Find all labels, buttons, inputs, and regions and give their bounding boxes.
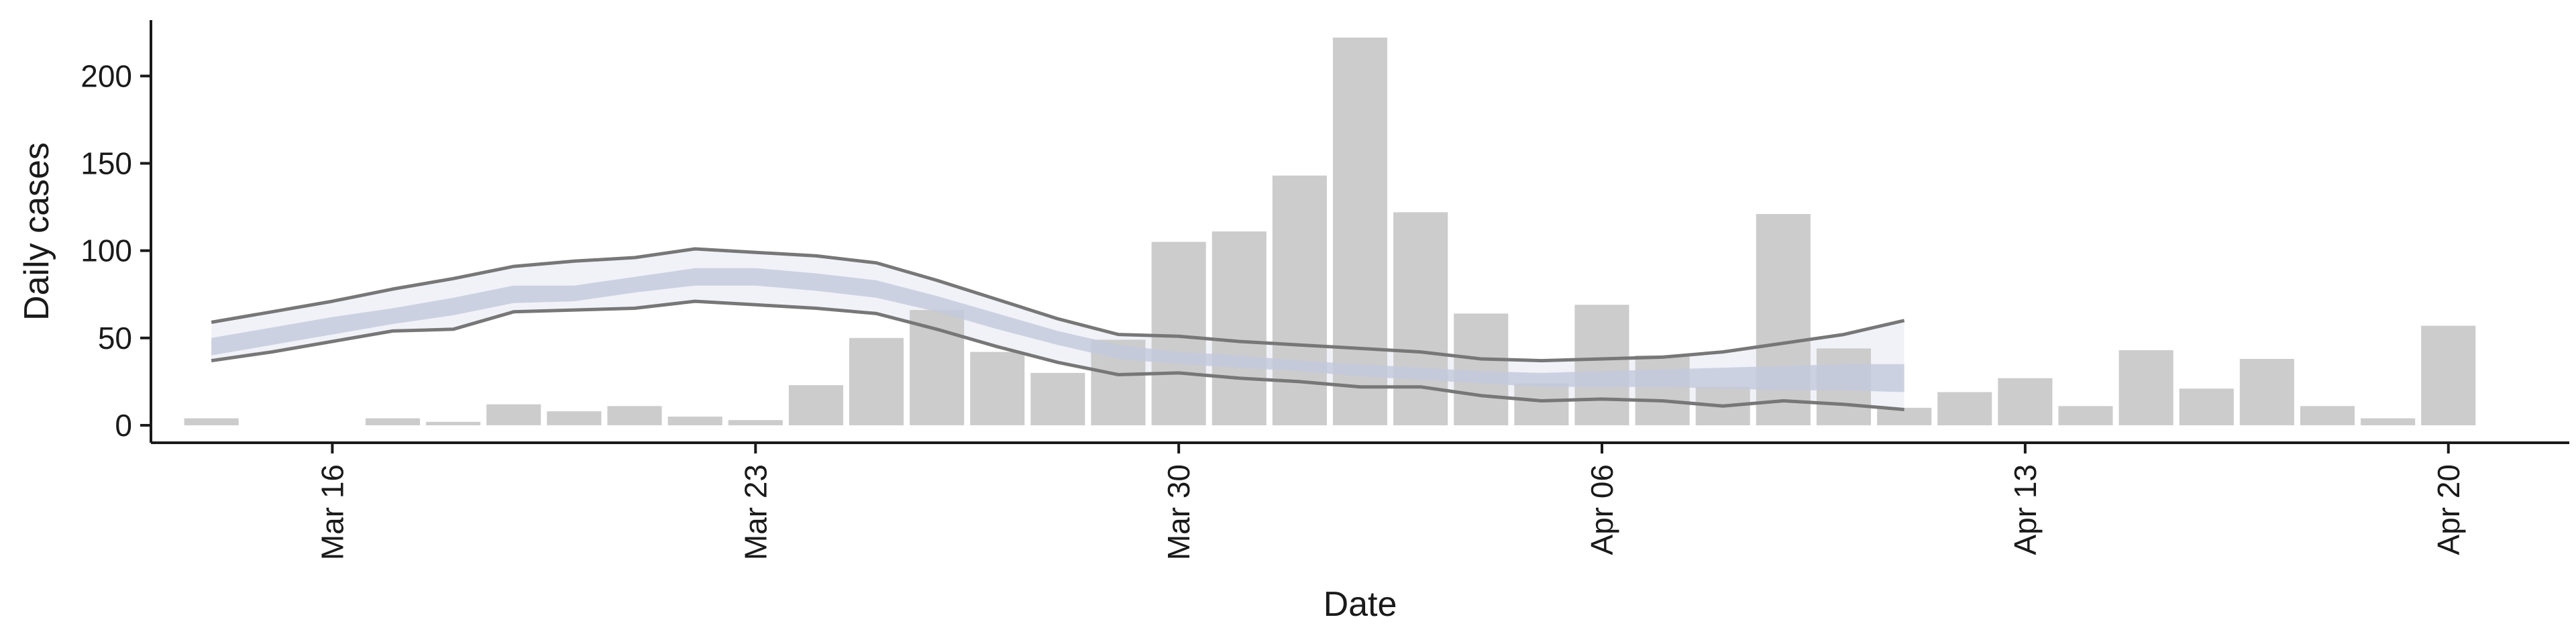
bar-2020-04-11 [1877, 407, 1932, 425]
upper-bound-line [211, 247, 1905, 363]
bar-2020-03-26 [910, 310, 965, 425]
axes [150, 20, 2569, 444]
bar-2020-04-14 [2058, 406, 2113, 425]
bar-2020-04-01 [1272, 175, 1327, 425]
y-tick-label-0: 0 [115, 408, 132, 443]
bar-series [184, 38, 2476, 425]
x-tick-label-2020-03-30: Mar 30 [1161, 464, 1196, 560]
y-tick-label-50: 50 [98, 321, 132, 356]
y-axis-title: Daily cases [17, 142, 56, 321]
bar-2020-04-06 [1574, 305, 1629, 425]
bar-2020-04-17 [2239, 359, 2294, 425]
bar-2020-04-12 [1937, 392, 1992, 425]
bar-2020-04-04 [1454, 313, 1509, 425]
y-tick-label-150: 150 [80, 146, 132, 180]
x-tick-label-2020-04-20: Apr 20 [2431, 464, 2466, 555]
y-axis-ticks: 0 50 100 150 200 [80, 58, 151, 443]
bar-2020-04-13 [1998, 378, 2053, 425]
bar-2020-03-22 [667, 417, 722, 425]
bar-2020-03-27 [970, 352, 1025, 425]
bar-2020-04-20 [2421, 325, 2476, 425]
lower-bound-line [211, 299, 1904, 411]
y-tick-label-100: 100 [80, 233, 132, 268]
bar-2020-04-02 [1332, 38, 1387, 425]
bar-2020-04-15 [2118, 350, 2174, 425]
x-tick-label-2020-04-13: Apr 13 [2008, 464, 2043, 555]
bar-2020-03-24 [788, 385, 843, 425]
bar-2020-03-23 [728, 420, 783, 425]
x-axis-ticks: Mar 16 Mar 23 Mar 30 Apr 06 Apr 13 Apr 20 [315, 443, 2466, 560]
x-tick-label-2020-03-23: Mar 23 [738, 464, 773, 560]
bar-2020-03-25 [849, 337, 904, 425]
bar-2020-03-20 [547, 411, 602, 425]
inner-band-area [211, 268, 1904, 392]
bar-2020-04-03 [1393, 212, 1448, 425]
bar-2020-03-30 [1151, 241, 1206, 425]
bar-2020-04-19 [2361, 418, 2416, 425]
bar-2020-03-17 [365, 418, 420, 425]
bar-2020-04-09 [1756, 214, 1811, 425]
x-tick-label-2020-04-06: Apr 06 [1585, 464, 1619, 555]
bar-2020-04-18 [2300, 406, 2355, 425]
bar-2020-03-19 [486, 404, 541, 425]
x-tick-label-2020-03-16: Mar 16 [315, 464, 350, 560]
bar-2020-03-28 [1030, 372, 1085, 425]
bar-2020-04-07 [1635, 355, 1690, 425]
bound-lines [211, 247, 1905, 411]
bar-2020-04-05 [1514, 383, 1569, 425]
bar-2020-03-31 [1212, 231, 1267, 425]
bar-2020-04-16 [2179, 388, 2234, 425]
bar-2020-03-14 [184, 418, 239, 425]
bar-2020-03-21 [607, 406, 662, 425]
x-axis-title: Date [1324, 585, 1397, 624]
bar-2020-03-18 [426, 421, 481, 425]
y-tick-label-200: 200 [80, 58, 132, 93]
inner-credible-band [211, 268, 1904, 392]
